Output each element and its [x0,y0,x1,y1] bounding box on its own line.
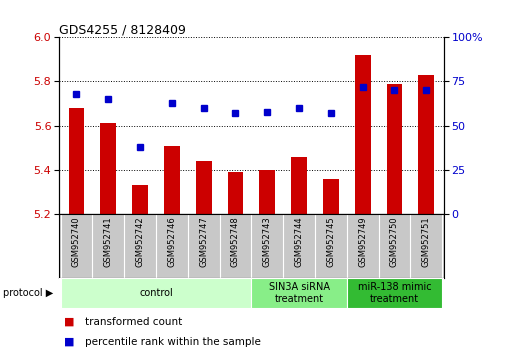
Text: GSM952749: GSM952749 [358,216,367,267]
Bar [196,161,212,214]
Text: ■: ■ [64,317,74,327]
Text: GSM952741: GSM952741 [104,216,113,267]
Bar [354,55,370,214]
Bar [164,145,180,214]
Text: GSM952745: GSM952745 [326,216,336,267]
Text: protocol ▶: protocol ▶ [3,288,53,298]
Text: GSM952740: GSM952740 [72,216,81,267]
Text: GSM952750: GSM952750 [390,216,399,267]
Text: GSM952743: GSM952743 [263,216,272,267]
Bar [228,172,244,214]
Text: GSM952742: GSM952742 [135,216,145,267]
Bar [386,84,402,214]
Text: SIN3A siRNA
treatment: SIN3A siRNA treatment [269,282,329,304]
Text: GSM952751: GSM952751 [422,216,431,267]
Text: GSM952746: GSM952746 [167,216,176,267]
Bar [101,124,116,214]
Bar [323,179,339,214]
Bar [259,170,275,214]
Bar [291,157,307,214]
Text: transformed count: transformed count [85,317,182,327]
Bar [61,278,251,308]
Bar [69,108,85,214]
Bar [418,75,434,214]
Bar [347,278,442,308]
Text: miR-138 mimic
treatment: miR-138 mimic treatment [358,282,431,304]
Text: GSM952747: GSM952747 [199,216,208,267]
Text: GDS4255 / 8128409: GDS4255 / 8128409 [59,23,186,36]
Text: control: control [139,288,173,298]
Text: GSM952744: GSM952744 [294,216,304,267]
Text: GSM952748: GSM952748 [231,216,240,267]
Text: ■: ■ [64,337,74,347]
Bar [132,185,148,214]
Bar [251,278,347,308]
Text: percentile rank within the sample: percentile rank within the sample [85,337,261,347]
